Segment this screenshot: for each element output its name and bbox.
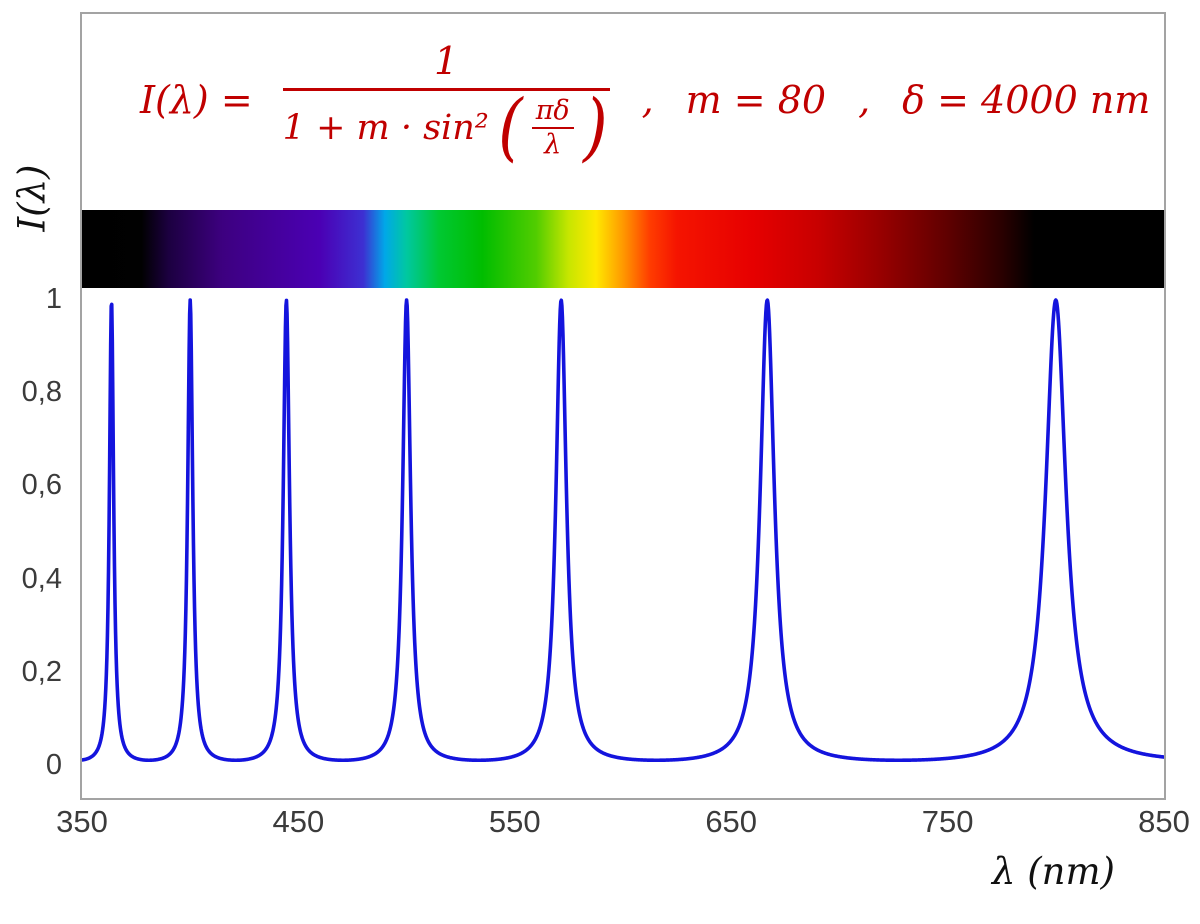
formula: I(λ) = 1 1 + m · sin² ( πδ λ ) , m = 80 … (140, 39, 1151, 171)
formula-comma: , (641, 77, 654, 122)
formula-comma: , (858, 77, 871, 122)
x-tick-label: 350 (56, 804, 108, 839)
inner-numerator: πδ (535, 94, 570, 126)
formula-lhs: I(λ) = (140, 77, 253, 122)
delta-parameter: δ = 4000 nm (902, 77, 1151, 122)
formula-fraction: 1 1 + m · sin² ( πδ λ ) (282, 39, 610, 171)
x-axis-title: λ (nm) (992, 850, 1115, 893)
y-tick-label: 0,8 (21, 376, 62, 409)
x-tick-label: 650 (705, 804, 758, 839)
x-tick-label: 450 (272, 804, 325, 839)
x-tick-label: 850 (1138, 804, 1190, 839)
y-axis-ticks: 1 0,8 0,6 0,4 0,2 0 (0, 0, 72, 924)
intensity-curve (82, 298, 1164, 763)
intensity-curve-svg (82, 298, 1164, 763)
x-tick-label: 550 (488, 804, 541, 839)
fraction-numerator: 1 (434, 39, 459, 83)
y-tick-label: 0,4 (21, 562, 62, 595)
open-paren: ( (497, 84, 523, 171)
close-paren: ) (582, 84, 608, 171)
fraction-rule (282, 87, 610, 91)
m-parameter: m = 80 (685, 77, 827, 122)
y-tick-label: 0,2 (21, 655, 62, 688)
y-tick-label: 0,6 (21, 469, 62, 502)
x-tick-label: 750 (921, 804, 974, 839)
y-tick-label: 0 (45, 748, 62, 781)
visible-spectrum-bar (82, 210, 1164, 288)
denominator-prefix: 1 + m · sin² (282, 107, 489, 148)
inner-fraction: πδ λ (531, 94, 574, 161)
inner-denominator: λ (544, 129, 562, 161)
y-tick-label: 1 (45, 282, 62, 315)
fraction-denominator: 1 + m · sin² ( πδ λ ) (282, 84, 610, 171)
plot-frame: I(λ) = 1 1 + m · sin² ( πδ λ ) , m = 80 … (80, 12, 1166, 800)
inner-fraction-rule (531, 127, 574, 130)
